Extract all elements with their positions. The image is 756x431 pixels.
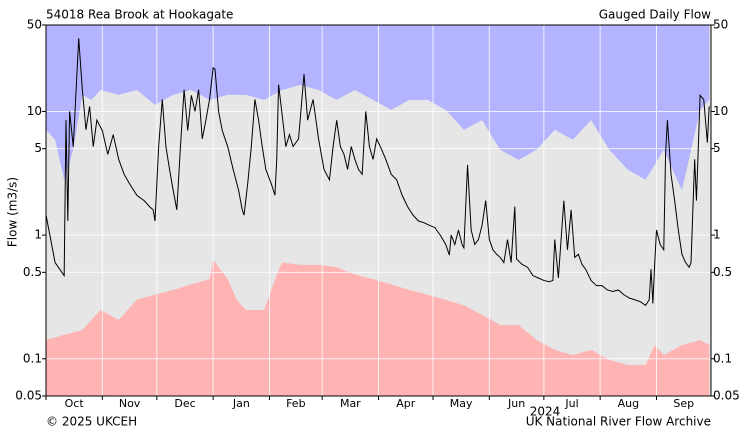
y-tick-label: 0.1 [23, 351, 42, 365]
y-tick-label: 10 [713, 104, 728, 118]
y-tick-label: 0.5 [23, 265, 42, 279]
y-tick-label: 5 [34, 141, 42, 155]
y-tick-label: 5 [713, 141, 721, 155]
y-tick-label: 0.05 [15, 389, 42, 403]
x-tick-label: Aug [618, 397, 639, 410]
year-label: 2024 [530, 405, 561, 419]
y-tick-label: 1 [34, 228, 42, 242]
x-tick-label: Jun [507, 397, 525, 410]
x-tick-label: Feb [286, 397, 305, 410]
y-tick-label: 10 [27, 104, 42, 118]
x-tick-label: May [450, 397, 473, 410]
y-tick-label: 0.1 [713, 351, 732, 365]
x-tick-label: Jan [232, 397, 250, 410]
footer-right: UK National River Flow Archive [526, 415, 711, 429]
x-tick-label: Sep [673, 397, 694, 410]
chart-title: 54018 Rea Brook at Hookagate [46, 8, 233, 22]
x-tick-label: Oct [65, 397, 85, 410]
x-tick-label: Dec [174, 397, 195, 410]
x-tick-label: Apr [396, 397, 416, 410]
y-tick-label: 50 [27, 18, 42, 32]
y-tick-label: 0.05 [713, 389, 740, 403]
chart-subtitle: Gauged Daily Flow [599, 8, 711, 22]
y-tick-label: 1 [713, 228, 721, 242]
y-tick-label: 0.5 [713, 265, 732, 279]
y-tick-label: 50 [713, 18, 728, 32]
flow-line [45, 38, 710, 307]
footer-left: © 2025 UKCEH [46, 415, 137, 429]
x-tick-label: Jul [564, 397, 578, 410]
x-tick-label: Nov [119, 397, 141, 410]
x-tick-label: Mar [340, 397, 361, 410]
y-axis-label: Flow (m3/s) [6, 177, 20, 247]
